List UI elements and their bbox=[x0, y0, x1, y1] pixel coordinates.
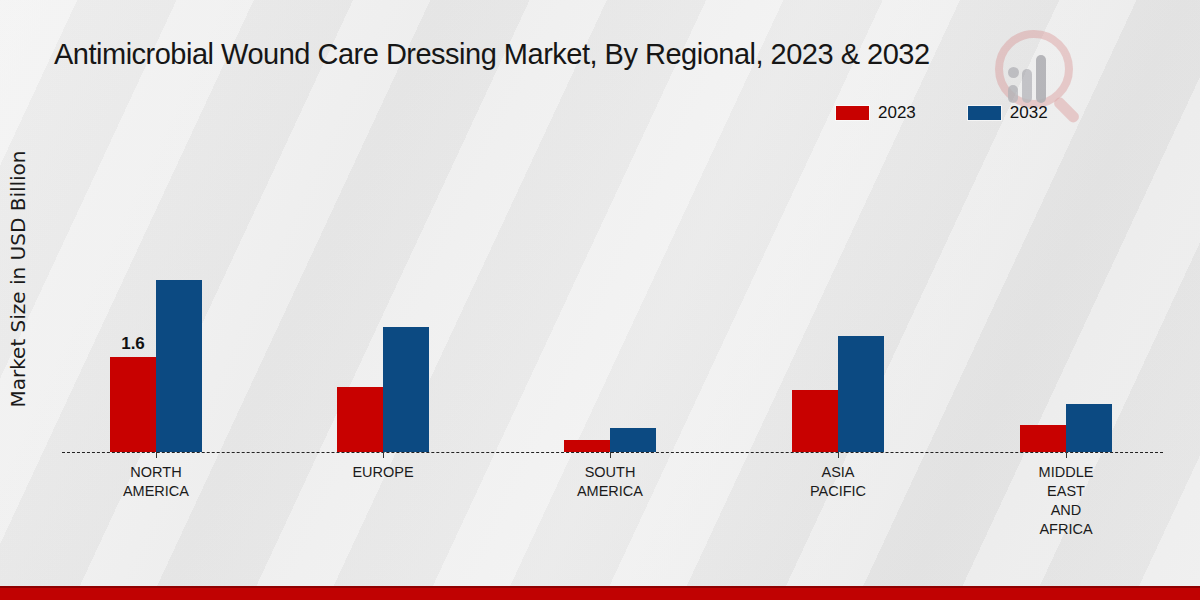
category-label-south-america: SOUTHAMERICA bbox=[530, 463, 690, 501]
x-axis-tick bbox=[838, 452, 839, 458]
bar-value-label: 1.6 bbox=[103, 334, 163, 354]
bar-2023-europe bbox=[337, 387, 383, 452]
category-label-north-america: NORTHAMERICA bbox=[76, 463, 236, 501]
x-axis-tick bbox=[156, 452, 157, 458]
bar-2023-middle-east-and-africa bbox=[1020, 425, 1066, 452]
footer-band bbox=[0, 586, 1200, 600]
plot-area: NORTHAMERICA EUROPE SOUTHAMERICA ASIAPACIFI… bbox=[0, 0, 1200, 600]
x-axis-tick bbox=[610, 452, 611, 458]
bar-2023-north-america bbox=[110, 357, 156, 452]
category-label-asia-pacific: ASIAPACIFIC bbox=[758, 463, 918, 501]
bar-2023-south-america bbox=[564, 440, 610, 452]
bar-2032-north-america bbox=[156, 280, 202, 452]
x-axis-tick bbox=[1066, 452, 1067, 458]
bar-2032-south-america bbox=[610, 428, 656, 452]
category-label-middle-east-and-africa: MIDDLEEASTANDAFRICA bbox=[986, 463, 1146, 539]
x-axis-tick bbox=[383, 452, 384, 458]
bar-2032-europe bbox=[383, 327, 429, 452]
category-label-europe: EUROPE bbox=[303, 463, 463, 482]
bar-2032-asia-pacific bbox=[838, 336, 884, 452]
chart-page: { "title": "Antimicrobial Wound Care Dre… bbox=[0, 0, 1200, 600]
bar-2032-middle-east-and-africa bbox=[1066, 404, 1112, 452]
x-axis-baseline bbox=[62, 452, 1163, 453]
bar-2023-asia-pacific bbox=[792, 390, 838, 452]
